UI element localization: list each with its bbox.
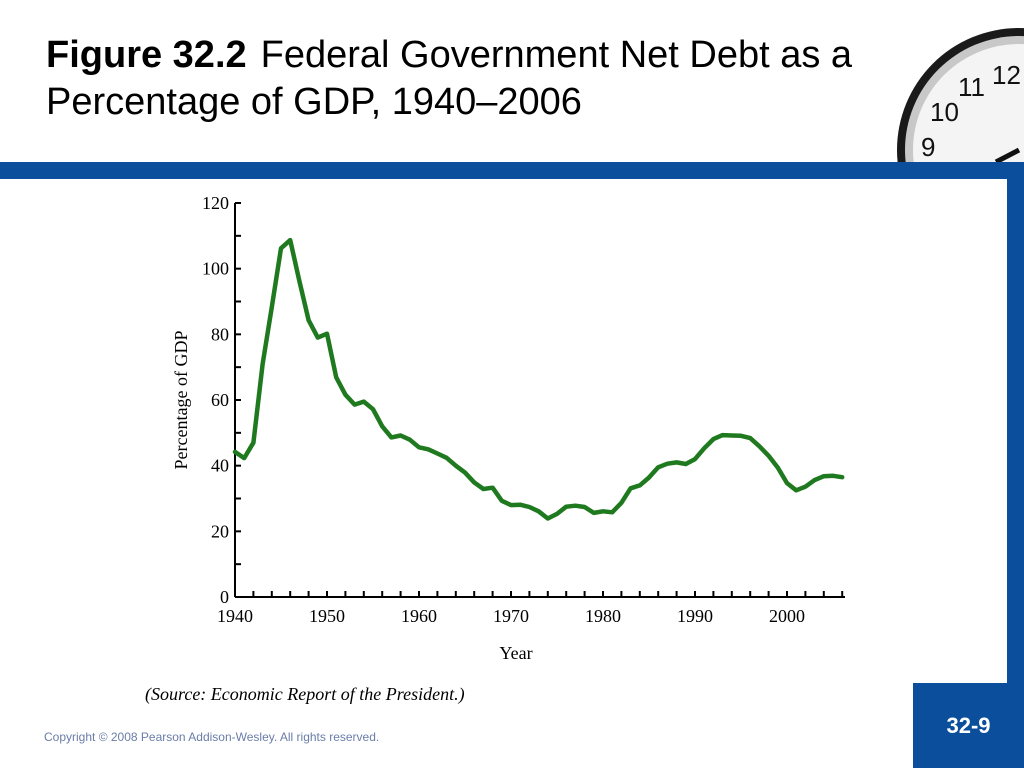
y-tick-labels: 0 20 40 60 80 100 120 xyxy=(202,193,229,607)
y-tick-label: 0 xyxy=(220,587,229,607)
clock-number-10: 10 xyxy=(930,97,959,127)
x-tick-label: 1950 xyxy=(309,606,345,626)
right-accent-bar xyxy=(1007,179,1024,683)
x-tick-label: 1980 xyxy=(585,606,621,626)
copyright-text: Copyright © 2008 Pearson Addison-Wesley.… xyxy=(44,730,380,744)
y-axis-label: Percentage of GDP xyxy=(171,331,191,470)
figure-number: Figure 32.2 xyxy=(46,34,247,76)
y-tick-label: 100 xyxy=(202,259,229,279)
clock-number-11: 11 xyxy=(958,72,985,102)
x-tick-label: 1960 xyxy=(401,606,437,626)
y-tick-label: 20 xyxy=(211,521,229,541)
clock-number-12: 12 xyxy=(992,60,1021,90)
source-note: (Source: Economic Report of the Presiden… xyxy=(145,684,465,704)
header-band xyxy=(0,162,1024,179)
x-axis-label: Year xyxy=(499,643,532,663)
clock-hand xyxy=(994,147,1021,162)
y-minor-ticks xyxy=(235,202,241,598)
y-tick-label: 120 xyxy=(202,193,229,213)
clock-image: 12 11 10 9 xyxy=(897,28,1024,162)
x-tick-label: 1940 xyxy=(217,606,253,626)
clock-face xyxy=(913,44,1024,162)
x-tick-label: 1970 xyxy=(493,606,529,626)
slide-number-box: 32-9 xyxy=(913,683,1024,768)
x-tick-label: 2000 xyxy=(769,606,805,626)
x-tick-labels: 1940 1950 1960 1970 1980 1990 2000 xyxy=(217,606,805,626)
y-tick-label: 80 xyxy=(211,324,229,344)
series-line-net-debt xyxy=(232,237,845,521)
y-tick-label: 40 xyxy=(211,456,229,476)
slide-title: Figure 32.2 Federal Government Net Debt a… xyxy=(46,32,886,126)
y-tick-label: 60 xyxy=(211,390,229,410)
clock-number-9: 9 xyxy=(921,132,935,162)
slide-number: 32-9 xyxy=(946,712,991,738)
figure-title-text: Federal Government Net Debt as a Percent… xyxy=(46,34,853,123)
x-tick-label: 1990 xyxy=(677,606,713,626)
